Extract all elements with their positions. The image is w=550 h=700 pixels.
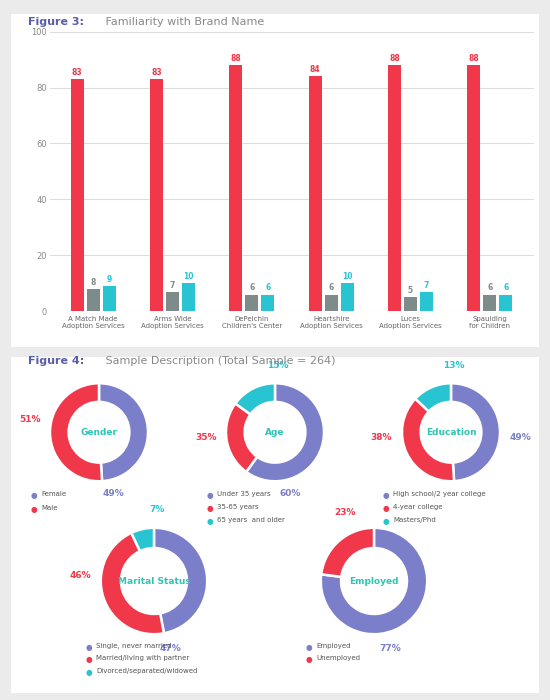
Text: 35%: 35% [196,433,217,442]
Text: Age: Age [265,428,285,437]
Bar [324,295,338,312]
Wedge shape [246,384,324,481]
Text: ●: ● [305,655,312,664]
Text: 5: 5 [408,286,413,295]
Text: 49%: 49% [510,433,531,442]
Wedge shape [101,533,164,634]
Text: 88: 88 [469,54,480,63]
Bar [71,79,84,312]
Text: 77%: 77% [379,644,401,653]
Text: 83: 83 [72,68,82,77]
Text: High school/2 year college: High school/2 year college [393,491,486,498]
Wedge shape [415,384,451,412]
Text: Employed: Employed [316,643,351,649]
Text: 83: 83 [151,68,162,77]
Text: ●: ● [85,668,92,677]
Bar [229,65,243,312]
Text: 49%: 49% [103,489,124,498]
Text: 7%: 7% [149,505,164,514]
Text: 46%: 46% [70,571,91,580]
Text: 13%: 13% [443,360,464,370]
Bar [309,76,322,312]
Wedge shape [402,399,454,481]
Text: Divorced/separated/widowed: Divorced/separated/widowed [96,668,197,674]
Text: Employed: Employed [349,577,399,585]
Bar [468,65,481,312]
Text: 10: 10 [183,272,194,281]
Wedge shape [321,528,374,577]
Text: ●: ● [206,491,213,500]
Bar [87,289,100,312]
Text: Marital Status: Marital Status [118,577,190,585]
Text: Figure 4:: Figure 4: [28,356,84,365]
Text: Figure 3:: Figure 3: [28,17,84,27]
Bar [102,286,116,312]
Bar [245,295,258,312]
Text: Familiarity with Brand Name: Familiarity with Brand Name [102,17,264,27]
Text: ●: ● [382,491,389,500]
Legend: Unfamiliar, Neither Familiar/Nor Unfamiliar, Very Familiar: Unfamiliar, Neither Familiar/Nor Unfamil… [171,414,412,420]
Text: 65 years  and older: 65 years and older [217,517,285,523]
Text: 51%: 51% [20,416,41,424]
Text: 4-year college: 4-year college [393,504,443,510]
Text: Under 35 years: Under 35 years [217,491,271,498]
Bar [340,284,354,312]
Bar [182,284,195,312]
Wedge shape [154,528,207,634]
Text: Married/living with partner: Married/living with partner [96,655,190,662]
Text: ●: ● [382,517,389,526]
Text: 60%: 60% [279,489,300,498]
Text: Single, never married: Single, never married [96,643,172,649]
Wedge shape [235,384,275,414]
Bar [404,298,417,312]
Text: ●: ● [30,491,37,500]
Text: 88: 88 [389,54,400,63]
Text: 7: 7 [424,281,429,290]
Bar [261,295,274,312]
Text: Female: Female [41,491,67,498]
Text: ●: ● [206,504,213,513]
Text: Gender: Gender [80,428,118,437]
Wedge shape [50,384,102,481]
Wedge shape [99,384,148,481]
Bar [166,292,179,312]
Text: 35-65 years: 35-65 years [217,504,259,510]
Text: ●: ● [382,504,389,513]
Bar [499,295,512,312]
Wedge shape [226,403,257,472]
Text: 6: 6 [328,284,334,293]
Wedge shape [321,528,427,634]
Bar [388,65,401,312]
Text: 6: 6 [265,284,270,293]
Text: Masters/Phd: Masters/Phd [393,517,436,523]
Text: ●: ● [305,643,312,652]
Bar [483,295,496,312]
Text: 6: 6 [487,284,492,293]
Text: ●: ● [206,517,213,526]
Text: Sample Description (Total Sample = 264): Sample Description (Total Sample = 264) [102,356,336,365]
Bar [150,79,163,312]
Wedge shape [451,384,500,481]
Text: 84: 84 [310,65,321,74]
Text: 6: 6 [249,284,255,293]
Text: 9: 9 [106,275,112,284]
Text: ●: ● [85,655,92,664]
Text: 15%: 15% [267,360,288,370]
Text: 8: 8 [90,278,96,287]
Text: 10: 10 [342,272,353,281]
Wedge shape [131,528,154,551]
Text: Education: Education [426,428,476,437]
Text: 6: 6 [503,284,508,293]
Text: 38%: 38% [371,433,392,442]
Text: ●: ● [85,643,92,652]
Text: Unemployed: Unemployed [316,655,360,662]
Text: 7: 7 [170,281,175,290]
Text: Male: Male [41,505,58,512]
Text: 88: 88 [230,54,241,63]
Text: 23%: 23% [334,508,355,517]
Bar [420,292,433,312]
Text: ●: ● [30,505,37,514]
Text: 47%: 47% [159,644,181,653]
